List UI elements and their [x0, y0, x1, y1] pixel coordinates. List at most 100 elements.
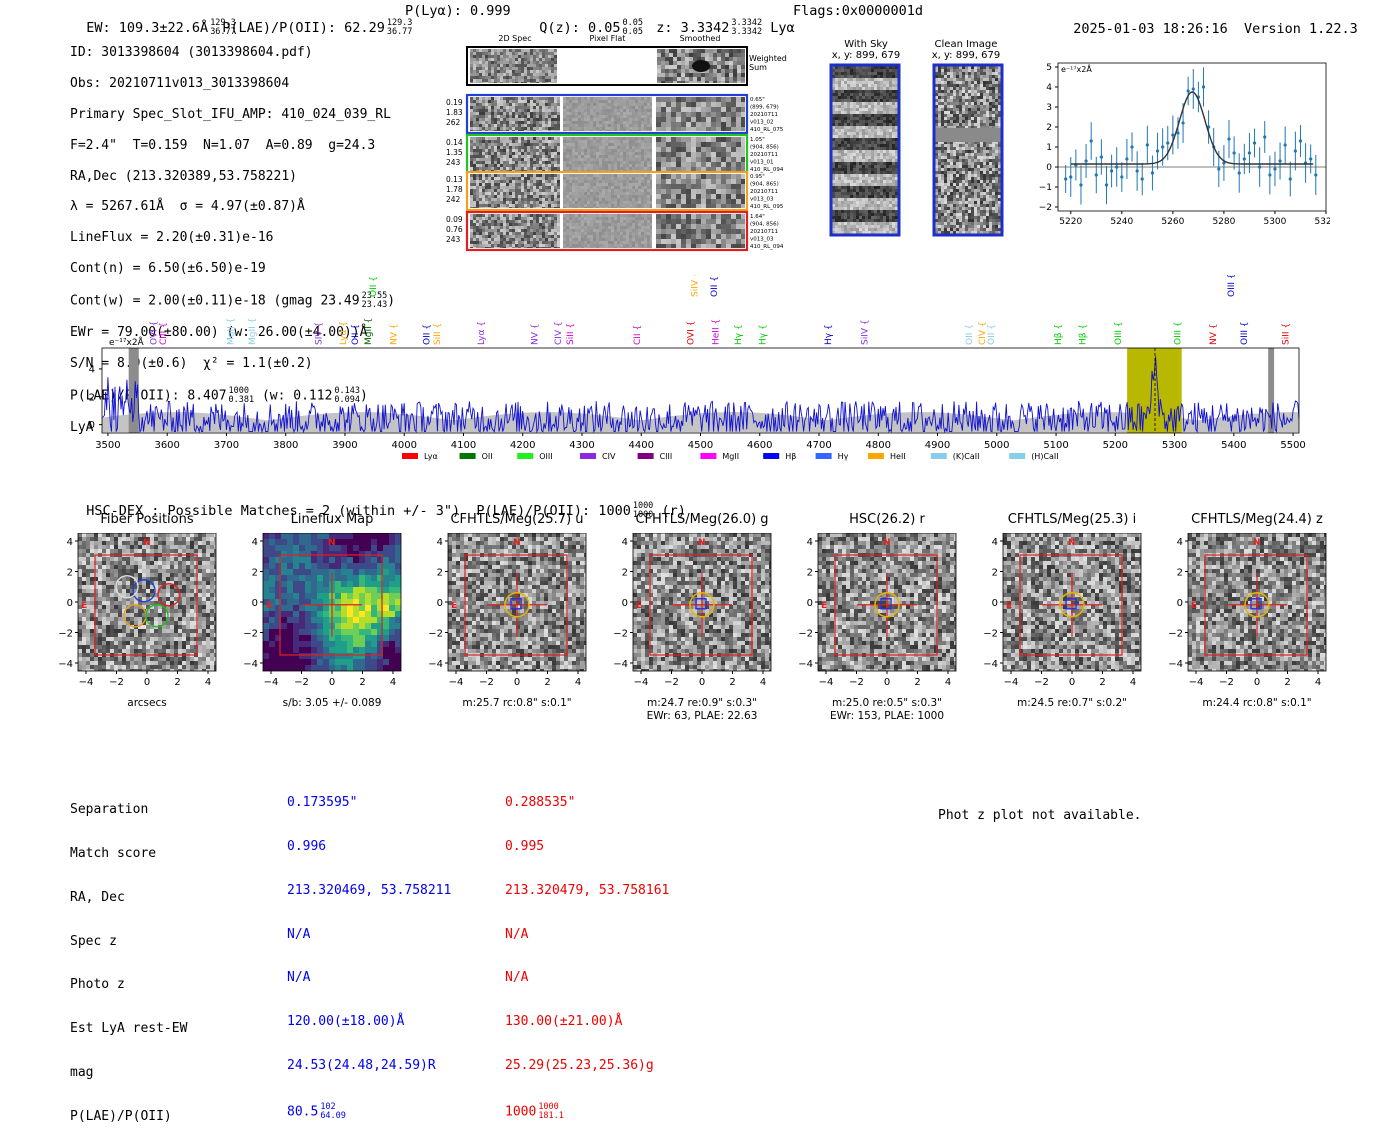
spectrum-xtick-label: 5000 — [984, 440, 1009, 451]
cutout-image: NE4−42−200−22−44 — [611, 533, 779, 693]
zoom-point — [1284, 143, 1287, 146]
cutout-caption: m:24.7 re:0.9" s:0.3"EWr: 63, PLAE: 22.6… — [603, 697, 801, 723]
spectrum-line-label: SiII { — [433, 323, 443, 345]
with-sky-xy: x, y: 899, 679 — [826, 50, 906, 61]
legend-swatch — [700, 453, 716, 459]
fiber-row-note: (904, 856) — [750, 145, 779, 151]
legend-swatch — [1009, 453, 1025, 459]
east-label: E — [81, 601, 87, 611]
label-photoz: Photo z — [70, 978, 187, 993]
cutout-ytick-label: 4 — [252, 537, 258, 548]
zoom-point — [1141, 177, 1144, 180]
zoom-point — [1136, 169, 1139, 172]
fiber-row-flat-1 — [563, 137, 652, 171]
cutout-ytick-label: 2 — [67, 568, 73, 579]
zoom-point — [1166, 141, 1169, 144]
timestamp: 2025-01-03 18:26:16 — [1073, 21, 1227, 37]
fiber-row-note: 0.65" — [750, 97, 765, 103]
clean-image — [935, 66, 1001, 234]
fiber-row-val: 1.35 — [446, 148, 463, 157]
spectrum-xtick-label: 4600 — [747, 440, 772, 451]
cutout-ytick-label: 0 — [807, 598, 813, 609]
fiber-row-note: v013_01 — [750, 160, 774, 166]
cutout-xtick-label: −2 — [109, 677, 124, 688]
spectrum-xtick-label: 4500 — [688, 440, 713, 451]
fiber-row-note: 20210711 — [750, 229, 778, 235]
legend-swatch — [517, 453, 533, 459]
label-mag: mag — [70, 1066, 187, 1081]
legend-swatch — [931, 453, 947, 459]
fiber-row-note: 20210711 — [750, 112, 778, 118]
north-label: N — [143, 538, 151, 548]
north-label: N — [698, 538, 706, 548]
spectrum-line-label: OII { — [351, 324, 361, 345]
cutout-caption-line2: EWr: 63, PLAE: 22.63 — [603, 710, 801, 723]
cutout-caption-line1: m:24.4 rc:0.8" s:0.1" — [1158, 697, 1356, 710]
label-specz: Spec z — [70, 935, 187, 950]
spectrum-ytick-label: 2 — [89, 392, 95, 403]
info-lineflux: LineFlux = 2.20(±0.31)e-16 — [70, 230, 395, 245]
zoom-point — [1125, 157, 1128, 160]
cutout-ytick-label: −4 — [243, 659, 258, 670]
north-label: N — [883, 538, 891, 548]
zoom-point — [1294, 149, 1297, 152]
cutout-xtick-label: 0 — [699, 677, 705, 688]
fiber-row-val: 262 — [446, 118, 461, 127]
cutout-caption-line1: s/b: 3.05 +/- 0.089 — [233, 697, 431, 710]
spectrum-line-label: Lyα { — [339, 321, 349, 345]
legend-label: Hγ — [838, 452, 849, 461]
fiber-row-2dspec-1 — [470, 137, 560, 171]
m1-mag: 24.53(24.48,24.59)R — [287, 1059, 451, 1074]
legend-label: OIII — [539, 452, 552, 461]
cutout-xtick-label: −4 — [449, 677, 464, 688]
label-separation: Separation — [70, 803, 187, 818]
cutout-title: Fiber Positions — [48, 512, 246, 527]
zoom-ytick-label: 2 — [1046, 123, 1052, 133]
spectrum-line-label: HeII { — [711, 319, 721, 345]
m1-specz: N/A — [287, 928, 451, 943]
spectrum-line-label: OIII { — [1114, 321, 1124, 345]
cutout-caption-line1: m:24.5 re:0.7" s:0.2" — [973, 697, 1171, 710]
zoom-point — [1273, 167, 1276, 170]
fiber-row-val: 0.14 — [446, 138, 463, 147]
zoom-point — [1309, 157, 1312, 160]
spectrum-xtick-label: 4800 — [866, 440, 891, 451]
zoom-xtick-label: 5320 — [1315, 217, 1330, 227]
fiber-row-note: 0.95" — [750, 174, 765, 180]
sky-images — [828, 62, 1008, 237]
spectrum-xtick-label: 3600 — [154, 440, 179, 451]
north-label: N — [1253, 538, 1261, 548]
cutout-caption: s/b: 3.05 +/- 0.089 — [233, 697, 431, 710]
cutout-image: NE4−42−200−22−44 — [241, 533, 409, 693]
cutout-title: CFHTLS/Meg(25.7) u — [418, 512, 616, 527]
info-obs: Obs: 20210711v013_3013398604 — [70, 76, 395, 91]
fiber-row-val: 1.83 — [446, 108, 463, 117]
zoom-ytick-label: 5 — [1046, 63, 1052, 73]
label-ew: Est LyA rest-EW — [70, 1022, 187, 1037]
spectrum-xtick-label: 4900 — [925, 440, 950, 451]
cutout-ytick-label: 2 — [252, 568, 258, 579]
spectrum-line-label: SiIV { — [691, 275, 701, 297]
weighted-sum-2dspec — [470, 49, 557, 83]
zoom-point — [1130, 145, 1133, 148]
fiber-row-smooth-2 — [656, 174, 745, 208]
cutout-xtick-label: 0 — [514, 677, 520, 688]
header-flags: Flags:0x0000001d — [793, 3, 923, 19]
cutout-xtick-label: 2 — [729, 677, 735, 688]
clean-label: Clean Image — [926, 39, 1006, 50]
spectrum-xtick-label: 3700 — [214, 440, 239, 451]
cutout-xtick-label: −2 — [849, 677, 864, 688]
cutout-ytick-label: 0 — [992, 598, 998, 609]
spectrum-xtick-label: 3800 — [273, 440, 298, 451]
east-label: E — [451, 601, 457, 611]
spectrum-line-label: MgII { — [364, 318, 374, 345]
m2-plae-val: 1000 — [505, 1104, 536, 1119]
zoom-point — [1181, 121, 1184, 124]
cutout-ytick-label: −4 — [798, 659, 813, 670]
spectrum-line-label: OIII { — [1227, 275, 1237, 297]
cutout-caption: m:24.5 re:0.7" s:0.2" — [973, 697, 1171, 710]
zoom-point — [1248, 151, 1251, 154]
cutout-xtick-label: −4 — [1004, 677, 1019, 688]
fiber-row-note: (899, 679) — [750, 105, 779, 111]
fiber-row-val: 1.78 — [446, 185, 463, 194]
